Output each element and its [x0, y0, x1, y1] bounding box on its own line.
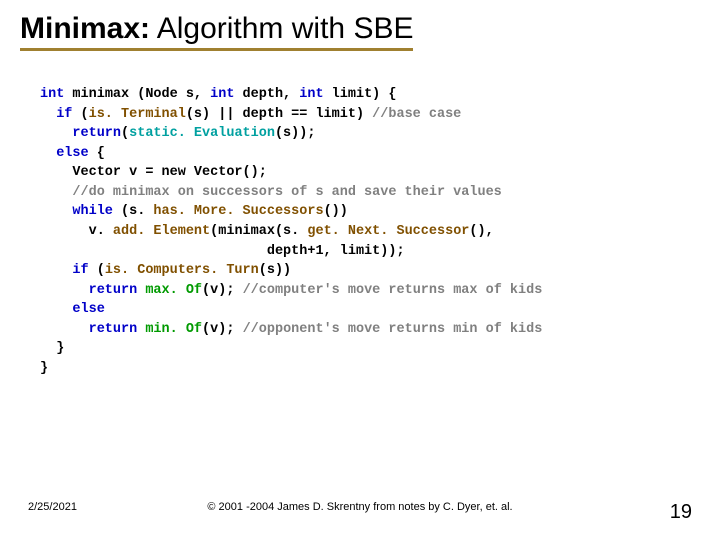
fn-name: get. Next. Successor [299, 224, 469, 239]
footer-date: 2/25/2021 [28, 501, 77, 513]
kw-if: if [40, 263, 89, 278]
code-text: minimax (Node s, [64, 87, 210, 102]
fn-name: is. Computers. Turn [105, 263, 259, 278]
kw-int: int [299, 87, 323, 102]
fn-name: is. Terminal [89, 107, 186, 122]
code-text: (v); [202, 322, 243, 337]
code-text: ( [72, 107, 88, 122]
code-text: (minimax(s. [210, 224, 299, 239]
code-text: (s. [113, 204, 145, 219]
title-bar: Minimax: Algorithm with SBE [0, 0, 720, 59]
code-text: (v); [202, 283, 243, 298]
title-rest: Algorithm with SBE [150, 12, 413, 45]
slide-title: Minimax: Algorithm with SBE [20, 12, 413, 45]
fn-name: min. Of [145, 322, 202, 337]
fn-name: add. Element [105, 224, 210, 239]
code-block: int minimax (Node s, int depth, int limi… [0, 59, 720, 388]
footer-page-number: 19 [670, 501, 692, 524]
code-text: depth, [234, 87, 299, 102]
kw-else: else [40, 302, 105, 317]
code-text: } [40, 361, 48, 376]
kw-if: if [40, 107, 72, 122]
kw-while: while [40, 204, 113, 219]
code-text: ( [89, 263, 105, 278]
code-text: v. [40, 224, 105, 239]
kw-return: return [40, 126, 121, 141]
kw-return: return [40, 322, 145, 337]
comment: //computer's move returns max of kids [243, 283, 543, 298]
comment: //base case [372, 107, 461, 122]
kw-int: int [40, 87, 64, 102]
code-text: limit) { [324, 87, 397, 102]
kw-int: int [210, 87, 234, 102]
code-text: ( [121, 126, 129, 141]
code-text: ()) [324, 204, 348, 219]
code-text: } [40, 341, 64, 356]
code-text: { [89, 146, 105, 161]
code-text: (), [469, 224, 493, 239]
fn-name: has. More. Successors [145, 204, 323, 219]
footer: 2/25/2021 © 2001 -2004 James D. Skrentny… [0, 501, 720, 524]
code-text: (s) || depth == limit) [186, 107, 372, 122]
fn-name: static. Evaluation [129, 126, 275, 141]
code-text: depth+1, limit)); [40, 244, 405, 259]
code-text: (s)) [259, 263, 291, 278]
code-text: (s)); [275, 126, 316, 141]
title-underline: Minimax: Algorithm with SBE [20, 12, 413, 51]
title-bold: Minimax: [20, 12, 150, 45]
fn-name: max. Of [145, 283, 202, 298]
kw-return: return [40, 283, 145, 298]
code-text: Vector v = new Vector(); [40, 165, 267, 180]
footer-copyright: © 2001 -2004 James D. Skrentny from note… [207, 501, 512, 513]
kw-else: else [40, 146, 89, 161]
comment: //do minimax on successors of s and save… [40, 185, 502, 200]
comment: //opponent's move returns min of kids [243, 322, 543, 337]
